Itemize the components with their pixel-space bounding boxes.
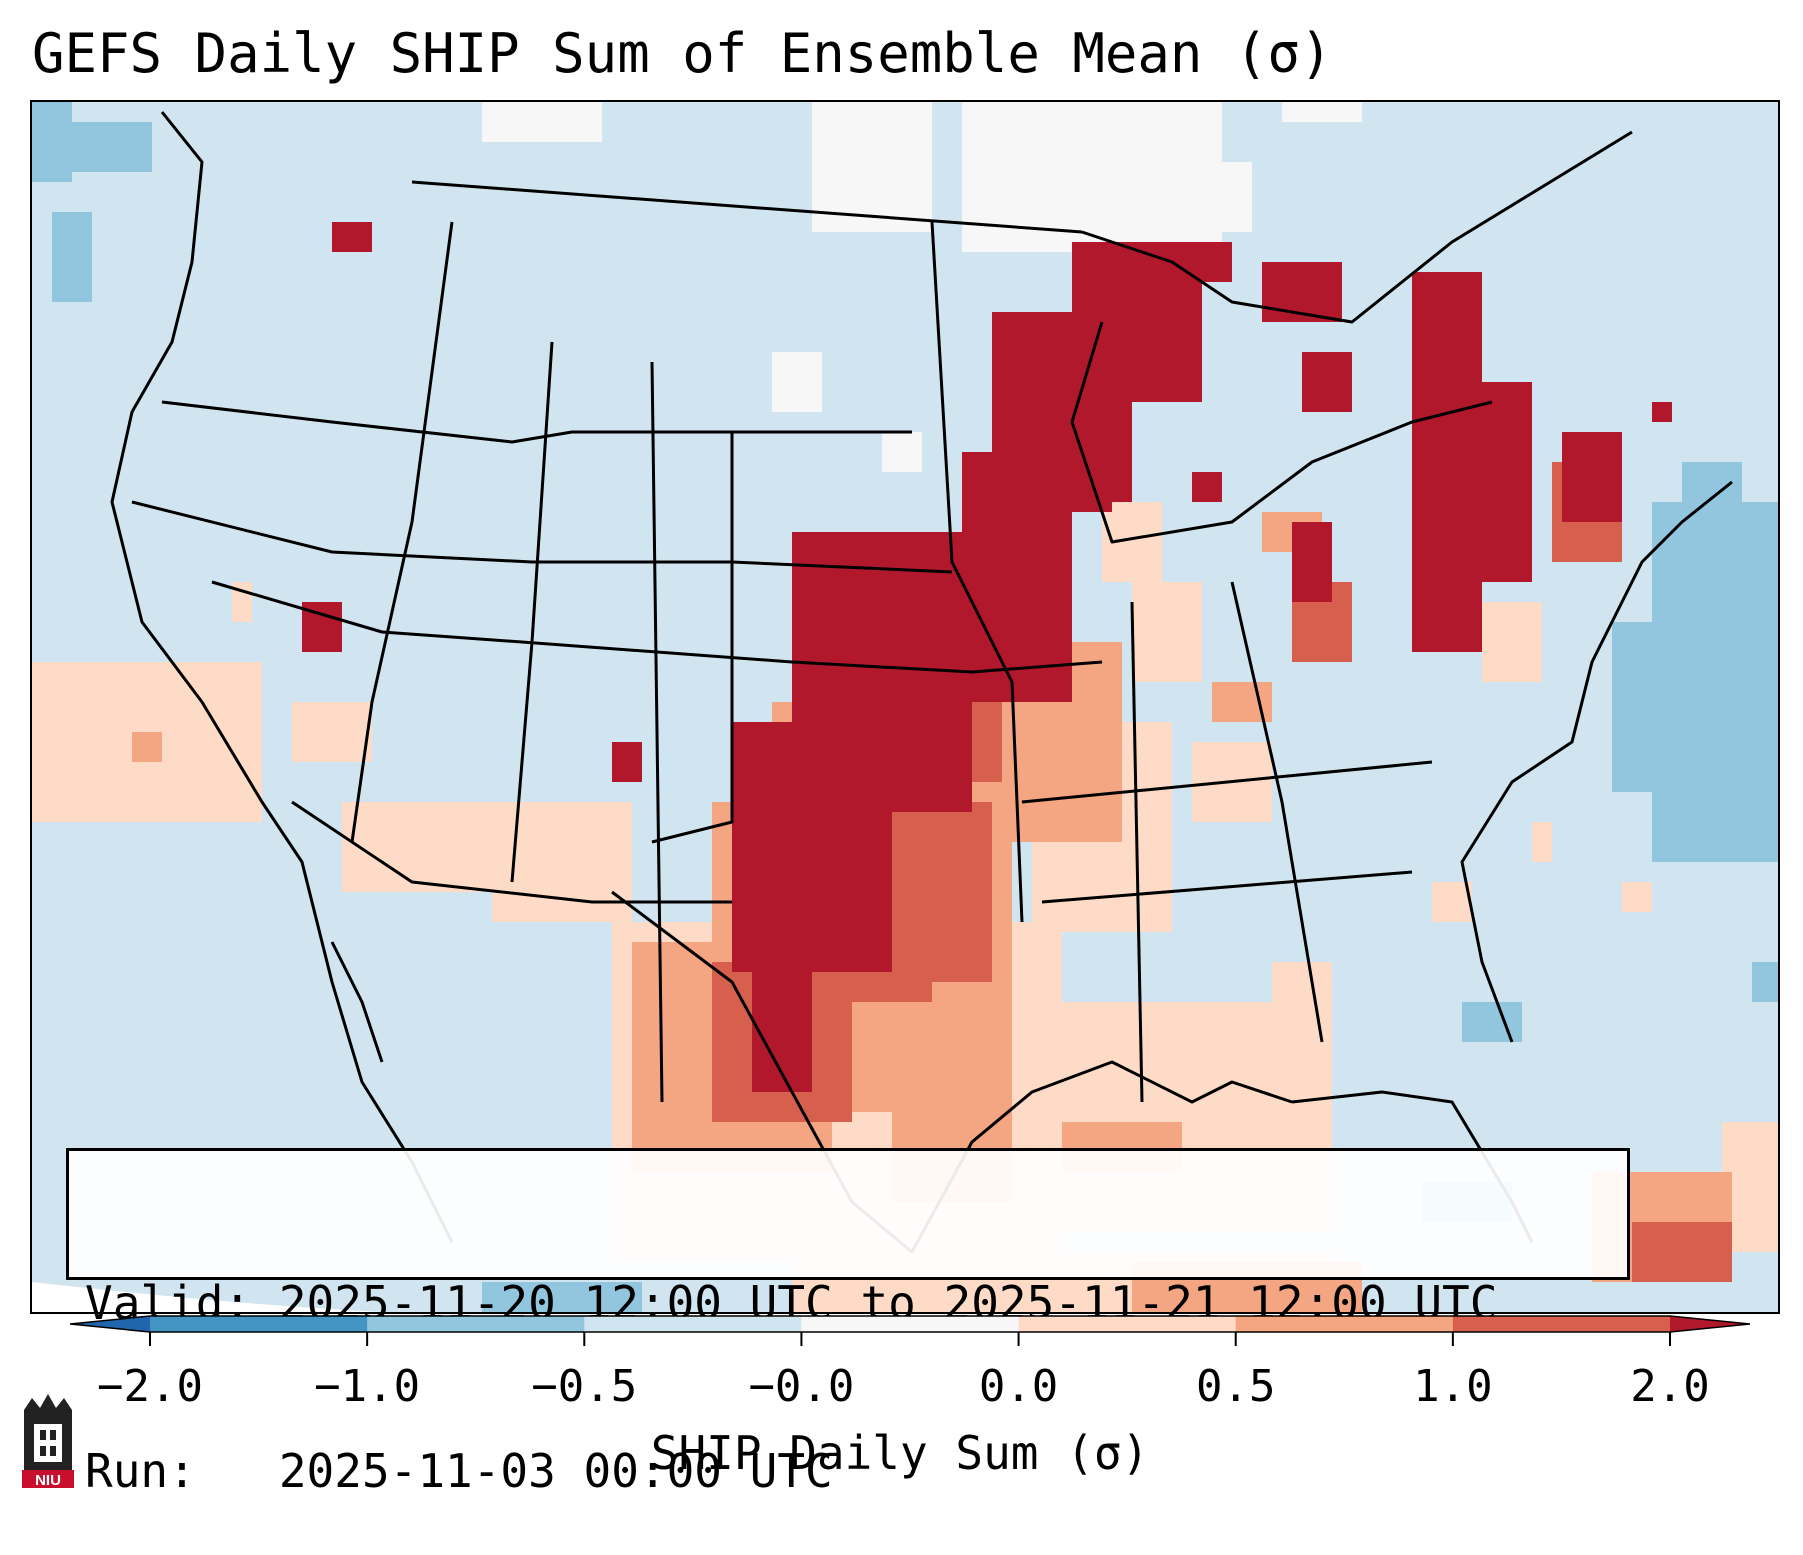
projection-edge <box>32 1282 384 1312</box>
state-line-v7 <box>510 341 554 883</box>
state-line-v1 <box>650 361 664 1103</box>
state-line-1 <box>161 400 912 444</box>
colorbar-tick-label: −0.0 <box>748 1361 855 1412</box>
colorbar-tick-label: 0.0 <box>978 1361 1059 1412</box>
state-line-v3 <box>930 221 1024 923</box>
colorbar-segment <box>1235 1316 1454 1332</box>
colorbar-segment <box>584 1316 802 1332</box>
extreme-positive-patches <box>302 222 1672 1092</box>
state-line-v5 <box>1230 581 1324 1043</box>
colorbar-segment <box>150 1316 368 1332</box>
colorbar-ticks <box>149 1332 1671 1346</box>
west-coastline <box>110 111 454 1243</box>
colorbar-segment <box>1018 1316 1237 1332</box>
colorbar-tick-label: −2.0 <box>97 1361 203 1412</box>
state-line-v4 <box>1130 601 1144 1103</box>
state-line-v6 <box>350 221 454 843</box>
colorbar-segment <box>1452 1316 1671 1332</box>
state-line-v2 <box>651 432 734 844</box>
baja-gulf <box>330 941 384 1063</box>
canada-border <box>411 180 1083 234</box>
colorbar-tick-label: −0.5 <box>531 1361 638 1412</box>
colorbar-label: SHIP Daily Sum (σ) <box>650 1426 1150 1480</box>
state-line-2 <box>131 500 953 574</box>
colorbar-tick-label: −1.0 <box>314 1361 421 1412</box>
colorbar-tick-label: 1.0 <box>1413 1361 1493 1412</box>
colorbar <box>70 1315 1750 1346</box>
map-title: GEFS Daily SHIP Sum of Ensemble Mean (σ) <box>32 22 1333 85</box>
great-lakes <box>1070 321 1493 544</box>
canada-border-east <box>1081 130 1633 324</box>
east-coastline <box>1460 480 1733 1043</box>
validity-info-box: Valid: 2025-11-20 12:00 UTC to 2025-11-2… <box>66 1148 1630 1498</box>
colorbar-extend-low <box>70 1316 150 1332</box>
colorbar-tick-label: 2.0 <box>1630 1361 1710 1412</box>
colorbar-segments <box>70 1315 1750 1333</box>
colorbar-segment <box>367 1316 585 1332</box>
map-panel <box>30 100 1780 1314</box>
niu-logo-icon: NIU <box>22 1394 74 1489</box>
map-canvas <box>32 102 1778 1312</box>
gulf-coast <box>910 1060 1293 1253</box>
colorbar-segment <box>801 1316 1020 1332</box>
state-line-4 <box>1021 760 1433 804</box>
colorbar-tick-label: 0.5 <box>1195 1361 1276 1412</box>
state-line-5 <box>1041 870 1413 904</box>
svg-text:NIU: NIU <box>35 1472 61 1489</box>
run-time-text: Run: 2025-11-03 00:00 UTC <box>85 1444 833 1498</box>
colorbar-extend-high <box>1670 1316 1750 1332</box>
